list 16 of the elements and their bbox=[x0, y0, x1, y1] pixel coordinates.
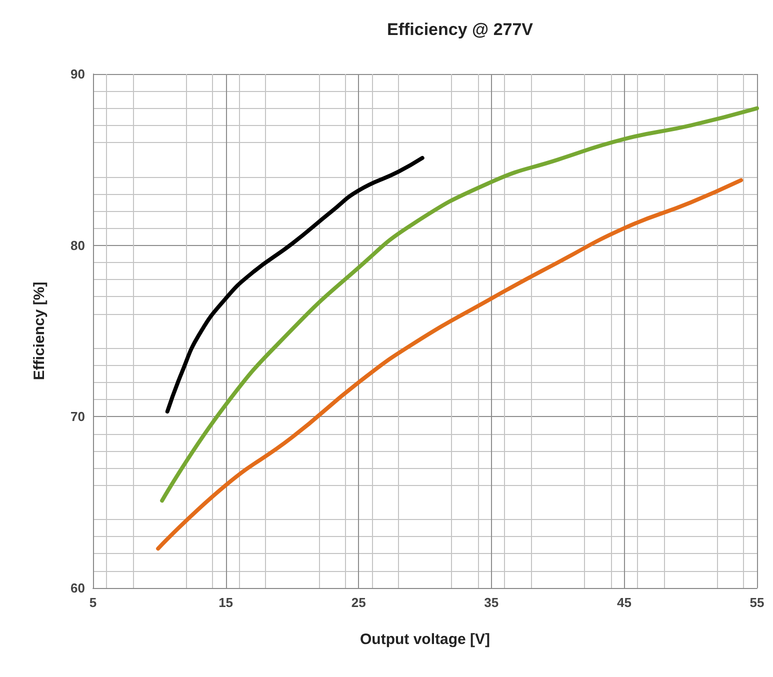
x-tick-label: 55 bbox=[750, 595, 764, 610]
x-tick-label: 5 bbox=[89, 595, 97, 610]
y-axis-title: Efficiency [%] bbox=[31, 282, 48, 380]
line-series bbox=[160, 106, 759, 503]
x-tick-label: 45 bbox=[616, 595, 632, 610]
x-tick-label: 15 bbox=[218, 595, 234, 610]
x-tick-label: 25 bbox=[351, 595, 366, 610]
line-series bbox=[156, 178, 744, 551]
x-tick-label: 35 bbox=[484, 595, 499, 610]
y-tick-label: 60 bbox=[70, 580, 85, 596]
x-axis-title: Output voltage [V] bbox=[360, 631, 490, 648]
y-tick-label: 70 bbox=[70, 409, 85, 424]
chart-title: Efficiency @ 277V bbox=[386, 20, 534, 39]
y-tick-label: 90 bbox=[70, 66, 85, 82]
line-series bbox=[165, 156, 424, 414]
y-tick-label: 80 bbox=[70, 238, 85, 253]
